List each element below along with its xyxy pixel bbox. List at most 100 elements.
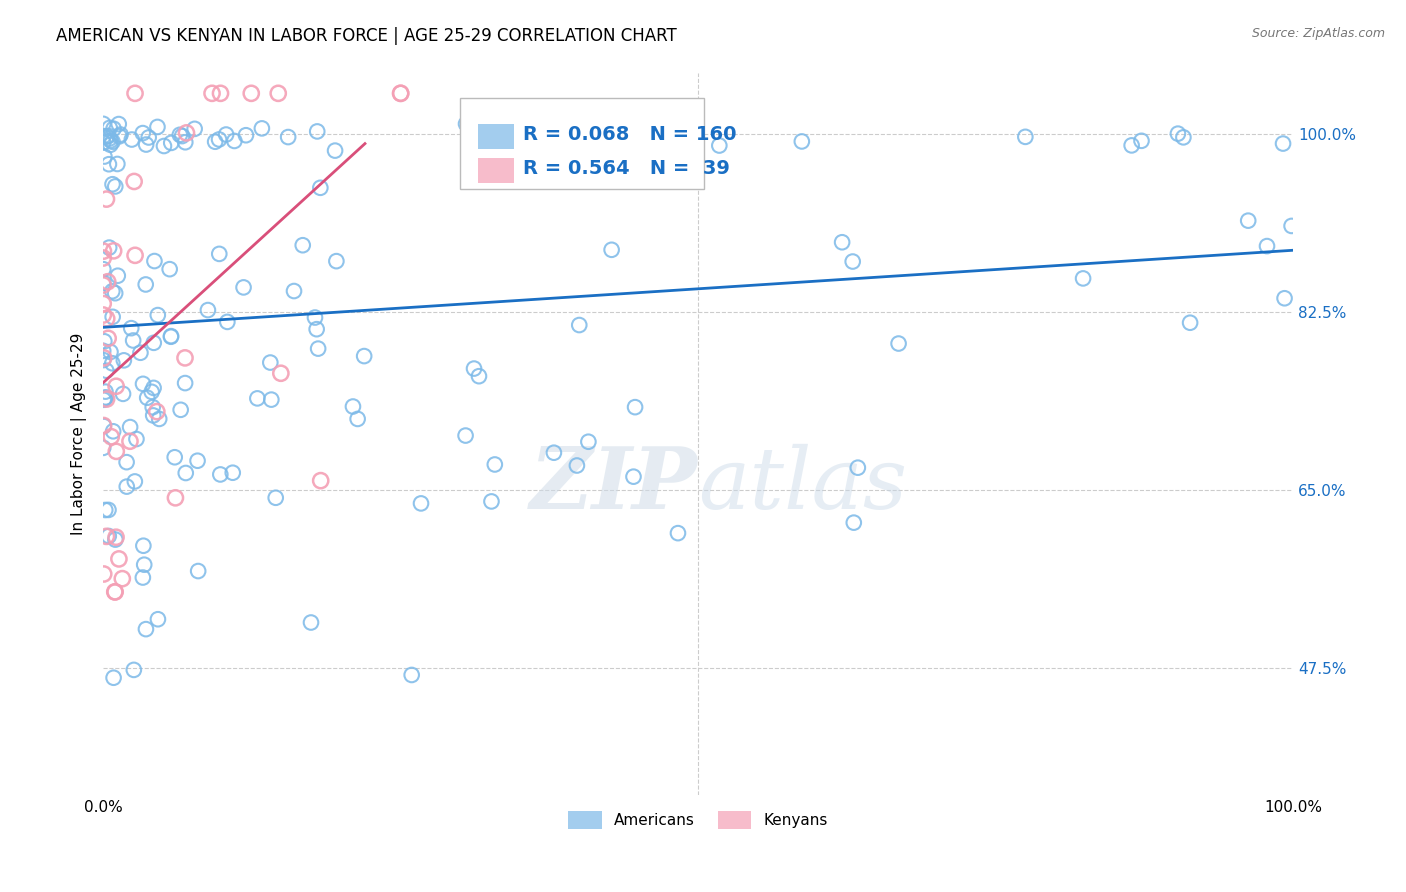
Point <box>174 376 197 390</box>
Point <box>208 247 231 261</box>
Point <box>159 262 181 277</box>
Point <box>307 342 329 356</box>
Point <box>115 455 138 469</box>
Point <box>342 400 364 414</box>
Point <box>96 529 118 543</box>
Point <box>160 329 183 343</box>
Point <box>531 130 554 145</box>
Point <box>197 303 219 318</box>
Point <box>201 87 224 101</box>
Point <box>1167 127 1189 141</box>
Point <box>1281 219 1303 233</box>
Y-axis label: In Labor Force | Age 25-29: In Labor Force | Age 25-29 <box>72 333 87 535</box>
Point <box>91 308 114 322</box>
Point <box>94 503 117 517</box>
Point <box>887 336 910 351</box>
Point <box>160 136 183 150</box>
Point <box>124 248 146 262</box>
Point <box>1173 130 1195 145</box>
Point <box>208 132 231 146</box>
Point <box>562 134 585 148</box>
Point <box>104 533 127 547</box>
Point <box>232 280 254 294</box>
Point <box>112 387 135 401</box>
Point <box>91 296 114 310</box>
Point <box>101 425 124 439</box>
Point <box>217 315 239 329</box>
Point <box>103 244 125 258</box>
Point <box>146 120 169 134</box>
Point <box>98 120 121 135</box>
Point <box>124 475 146 489</box>
Point <box>163 450 186 465</box>
Point <box>101 310 124 324</box>
Point <box>91 262 114 277</box>
Point <box>1274 291 1296 305</box>
Point <box>304 310 326 325</box>
Point <box>503 119 526 133</box>
Point <box>299 615 322 630</box>
Point <box>112 353 135 368</box>
Text: R = 0.564   N =  39: R = 0.564 N = 39 <box>523 159 730 178</box>
Point <box>174 135 197 149</box>
Legend: Americans, Kenyans: Americans, Kenyans <box>562 805 834 835</box>
Point <box>259 355 281 369</box>
Point <box>454 428 477 442</box>
Point <box>309 181 332 195</box>
Point <box>187 454 209 468</box>
Point <box>101 135 124 149</box>
Point <box>132 376 155 391</box>
Point <box>600 243 623 257</box>
Point <box>143 254 166 268</box>
Point <box>565 458 588 473</box>
Point <box>353 349 375 363</box>
Point <box>568 318 591 332</box>
Point <box>1014 129 1036 144</box>
Point <box>97 331 120 345</box>
Point <box>93 566 115 581</box>
Point <box>307 124 329 138</box>
Point <box>484 458 506 472</box>
Point <box>409 496 432 510</box>
Point <box>122 174 145 188</box>
Point <box>93 351 115 365</box>
Point <box>291 238 314 252</box>
Point <box>187 564 209 578</box>
Point <box>831 235 853 250</box>
Point <box>169 402 191 417</box>
Point <box>93 129 115 144</box>
Point <box>104 179 127 194</box>
Point <box>1272 136 1295 151</box>
Point <box>93 419 115 434</box>
Point <box>169 128 191 142</box>
Point <box>103 121 125 136</box>
Point <box>153 139 176 153</box>
Point <box>146 308 169 322</box>
Point <box>93 392 115 407</box>
Point <box>97 157 120 171</box>
Point <box>103 671 125 685</box>
Point <box>110 128 132 142</box>
Point <box>309 474 332 488</box>
Point <box>224 134 246 148</box>
Point <box>623 469 645 483</box>
Point <box>138 130 160 145</box>
Point <box>91 441 114 455</box>
Point <box>94 384 117 399</box>
Point <box>91 136 114 150</box>
Point <box>91 277 114 292</box>
Point <box>270 366 292 380</box>
Point <box>135 137 157 152</box>
Point <box>105 530 128 544</box>
Point <box>135 622 157 636</box>
Point <box>91 117 114 131</box>
Point <box>91 353 114 368</box>
Point <box>94 390 117 404</box>
Point <box>118 434 141 449</box>
Point <box>624 400 647 414</box>
Point <box>267 87 290 101</box>
Point <box>122 663 145 677</box>
Point <box>132 570 155 584</box>
Point <box>101 178 124 192</box>
Point <box>101 356 124 370</box>
